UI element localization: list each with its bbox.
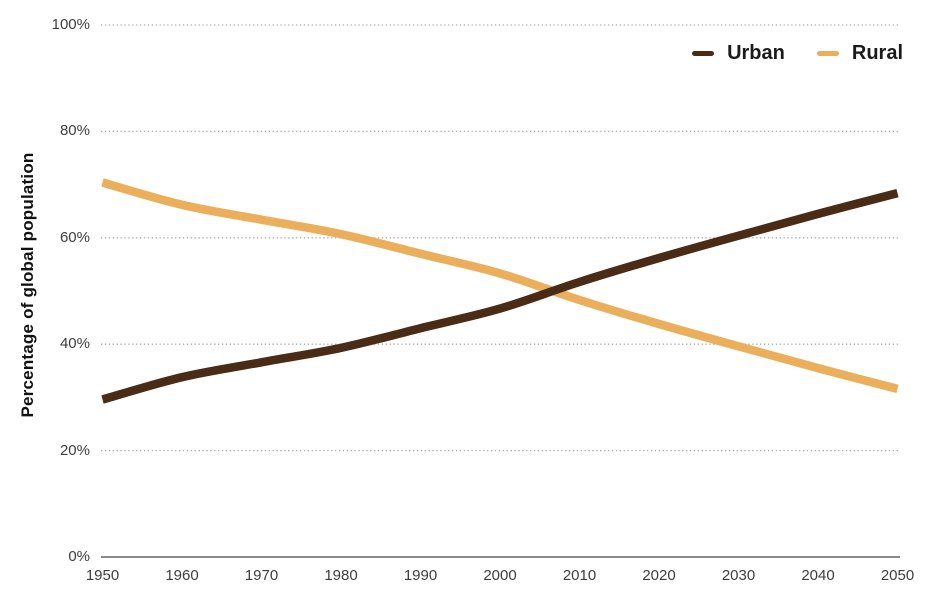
x-tick-label: 2030 <box>721 567 756 584</box>
legend-item-rural: Rural <box>816 42 903 65</box>
y-tick-label: 0% <box>68 548 90 565</box>
legend-item-urban: Urban <box>692 42 785 65</box>
x-axis-tick-labels: 1950 1960 1970 1980 1990 2000 2010 2020 2030 2040… <box>0 566 936 588</box>
rural-line-swatch-icon <box>816 51 839 56</box>
x-tick-label: 2040 <box>801 567 835 584</box>
y-tick-label: 20% <box>59 441 90 459</box>
x-tick-label: 1970 <box>244 567 279 584</box>
urban-line <box>101 188 899 404</box>
chart-legend: Urban Rural <box>692 42 903 65</box>
x-tick-label: 1960 <box>165 567 199 584</box>
y-tick-label: 40% <box>59 335 90 353</box>
x-tick-label: 2010 <box>562 567 597 584</box>
x-tick-label: 2000 <box>483 567 517 584</box>
x-tick-label: 2020 <box>642 567 676 584</box>
x-tick-label: 1980 <box>324 567 358 584</box>
y-tick-label: 60% <box>59 228 90 246</box>
x-tick-label: 2050 <box>880 567 915 584</box>
rural-line <box>101 178 899 394</box>
rural-legend-label: Rural <box>851 42 903 64</box>
urban-legend-label: Urban <box>727 42 785 64</box>
y-tick-label: 80% <box>59 122 90 140</box>
y-axis-tick-labels: 0% 20% 40% 60% 80% 100% <box>0 0 90 614</box>
x-tick-label: 1950 <box>85 567 120 584</box>
urban-line-swatch-icon <box>692 51 715 56</box>
y-tick-label: 100% <box>51 16 90 33</box>
x-tick-label: 1990 <box>403 567 438 584</box>
